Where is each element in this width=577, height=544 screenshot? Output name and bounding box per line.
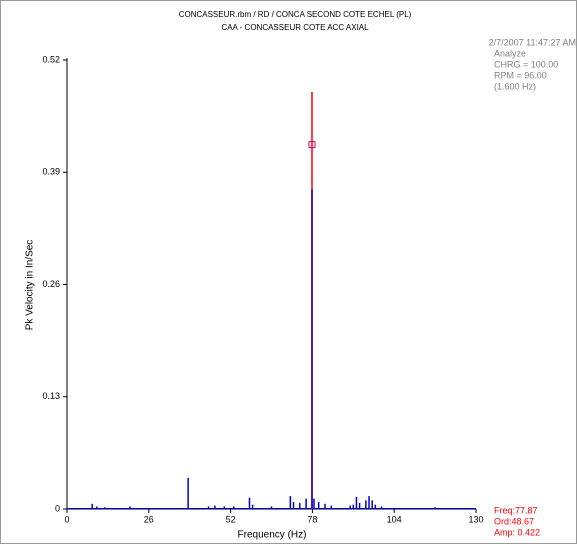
y-tick-label: 0.26 xyxy=(42,279,60,289)
info-text: 2/7/2007 11:47:27 AM xyxy=(489,37,576,47)
x-tick-label: 78 xyxy=(307,514,317,524)
x-tick-label: 104 xyxy=(387,514,402,524)
cursor-info: Freq:77.87 xyxy=(494,505,538,515)
x-axis-label: Frequency (Hz) xyxy=(238,530,307,541)
cursor-marker xyxy=(308,141,316,149)
info-text: RPM = 96.00 xyxy=(494,70,547,80)
y-axis-label: Pk Velocity in In/Sec xyxy=(25,240,36,331)
x-tick-label: 0 xyxy=(64,514,69,524)
y-tick-label: 0.39 xyxy=(42,167,60,177)
x-tick-label: 130 xyxy=(468,514,483,524)
y-tick-label: 0.52 xyxy=(42,54,60,64)
y-tick-label: 0 xyxy=(55,503,60,513)
cursor-info: Ord:48.67 xyxy=(494,516,534,526)
info-text: Analyze xyxy=(494,48,526,58)
x-tick-label: 52 xyxy=(226,514,236,524)
chart-subtitle: CAA - CONCASSEUR COTE ACC AXIAL xyxy=(221,23,369,32)
x-tick-label: 26 xyxy=(144,514,154,524)
chart-title: CONCASSEUR.rbm / RD / CONCA SECOND COTE … xyxy=(179,10,412,19)
cursor-info: Amp: 0.422 xyxy=(494,527,540,537)
info-text: CHRG = 100.00 xyxy=(494,59,558,69)
y-tick-label: 0.13 xyxy=(42,391,60,401)
info-text: (1.600 Hz) xyxy=(494,81,536,91)
